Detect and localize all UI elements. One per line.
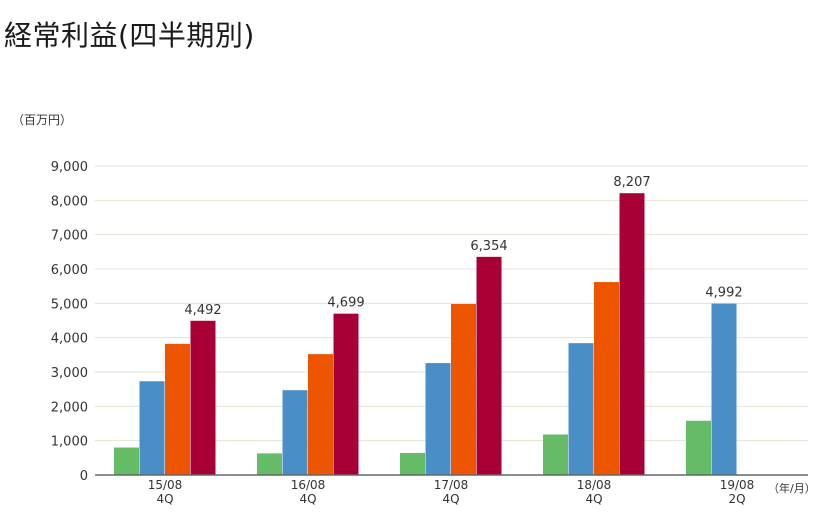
x-category-label: 15/08 — [148, 478, 183, 492]
x-quarter-label: 4Q — [299, 492, 316, 506]
bar — [594, 282, 619, 475]
x-quarter-label: 4Q — [156, 492, 173, 506]
data-label: 4,699 — [327, 296, 364, 311]
y-tick-label: 9,000 — [51, 160, 88, 175]
bar — [257, 453, 282, 475]
data-label: 4,492 — [184, 303, 221, 318]
bar — [476, 256, 502, 475]
y-tick-label: 7,000 — [51, 229, 88, 244]
bar — [686, 420, 711, 475]
x-quarter-label: 4Q — [585, 492, 602, 506]
bar — [619, 193, 645, 476]
y-unit-label: （百万円） — [12, 113, 73, 127]
data-label: 6,354 — [470, 239, 507, 254]
y-tick-label: 0 — [80, 469, 88, 484]
bar — [308, 354, 333, 475]
bar — [425, 363, 451, 475]
data-label: 4,992 — [705, 286, 742, 301]
bar — [333, 313, 359, 475]
data-label: 8,207 — [613, 175, 650, 190]
x-category-label: 16/08 — [291, 478, 326, 492]
bar — [568, 343, 594, 475]
x-category-label: 17/08 — [434, 478, 469, 492]
bar — [711, 303, 737, 475]
bar — [139, 381, 165, 475]
bar — [400, 453, 425, 475]
y-tick-label: 5,000 — [51, 297, 88, 312]
bar — [282, 390, 308, 475]
bars — [114, 193, 737, 476]
bar — [190, 320, 216, 475]
y-tick-label: 3,000 — [51, 366, 88, 381]
bar — [114, 447, 139, 475]
y-axis-ticks: 0 1,000 2,000 3,000 4,000 5,000 6,000 7,000 8,00… — [51, 160, 88, 484]
x-category-label: 18/08 — [577, 478, 612, 492]
y-tick-label: 8,000 — [51, 194, 88, 209]
y-tick-label: 4,000 — [51, 332, 88, 347]
page-title: 経常利益(四半期別) — [4, 19, 255, 52]
bar — [543, 434, 568, 475]
bar — [451, 304, 476, 475]
bar — [165, 343, 190, 475]
y-tick-label: 6,000 — [51, 263, 88, 278]
y-tick-label: 2,000 — [51, 400, 88, 415]
x-category-label: 19/08 — [720, 478, 755, 492]
y-tick-label: 1,000 — [51, 435, 88, 450]
x-quarter-label: 2Q — [728, 492, 745, 506]
data-labels: 4,492 4,699 6,354 8,207 4,992 — [184, 175, 742, 318]
x-quarter-label: 4Q — [442, 492, 459, 506]
x-unit-label: （年/月） — [768, 481, 816, 495]
